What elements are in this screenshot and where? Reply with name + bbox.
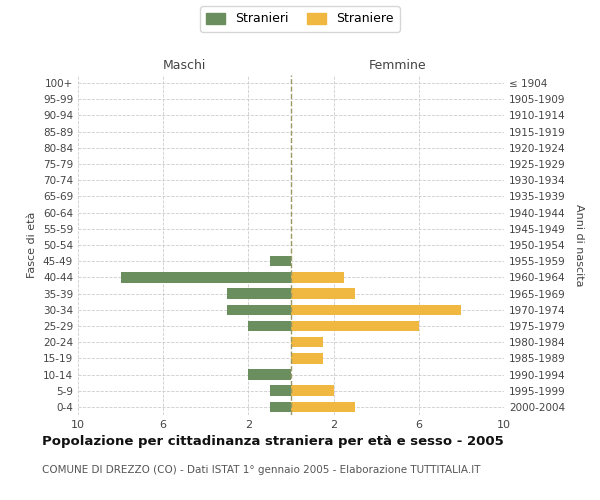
Bar <box>291 320 419 331</box>
Bar <box>291 272 344 282</box>
Bar <box>270 402 291 412</box>
Text: Femmine: Femmine <box>368 59 427 72</box>
Y-axis label: Anni di nascita: Anni di nascita <box>574 204 584 286</box>
Legend: Stranieri, Straniere: Stranieri, Straniere <box>200 6 400 32</box>
Y-axis label: Fasce di età: Fasce di età <box>28 212 37 278</box>
Bar <box>227 288 291 299</box>
Bar <box>270 386 291 396</box>
Bar <box>270 256 291 266</box>
Text: Popolazione per cittadinanza straniera per età e sesso - 2005: Popolazione per cittadinanza straniera p… <box>42 435 504 448</box>
Bar <box>291 337 323 347</box>
Bar <box>291 304 461 315</box>
Bar <box>248 370 291 380</box>
Text: Maschi: Maschi <box>163 59 206 72</box>
Text: COMUNE DI DREZZO (CO) - Dati ISTAT 1° gennaio 2005 - Elaborazione TUTTITALIA.IT: COMUNE DI DREZZO (CO) - Dati ISTAT 1° ge… <box>42 465 481 475</box>
Bar <box>248 320 291 331</box>
Bar <box>291 288 355 299</box>
Bar <box>291 386 334 396</box>
Bar <box>291 353 323 364</box>
Bar <box>227 304 291 315</box>
Bar <box>291 402 355 412</box>
Bar <box>121 272 291 282</box>
